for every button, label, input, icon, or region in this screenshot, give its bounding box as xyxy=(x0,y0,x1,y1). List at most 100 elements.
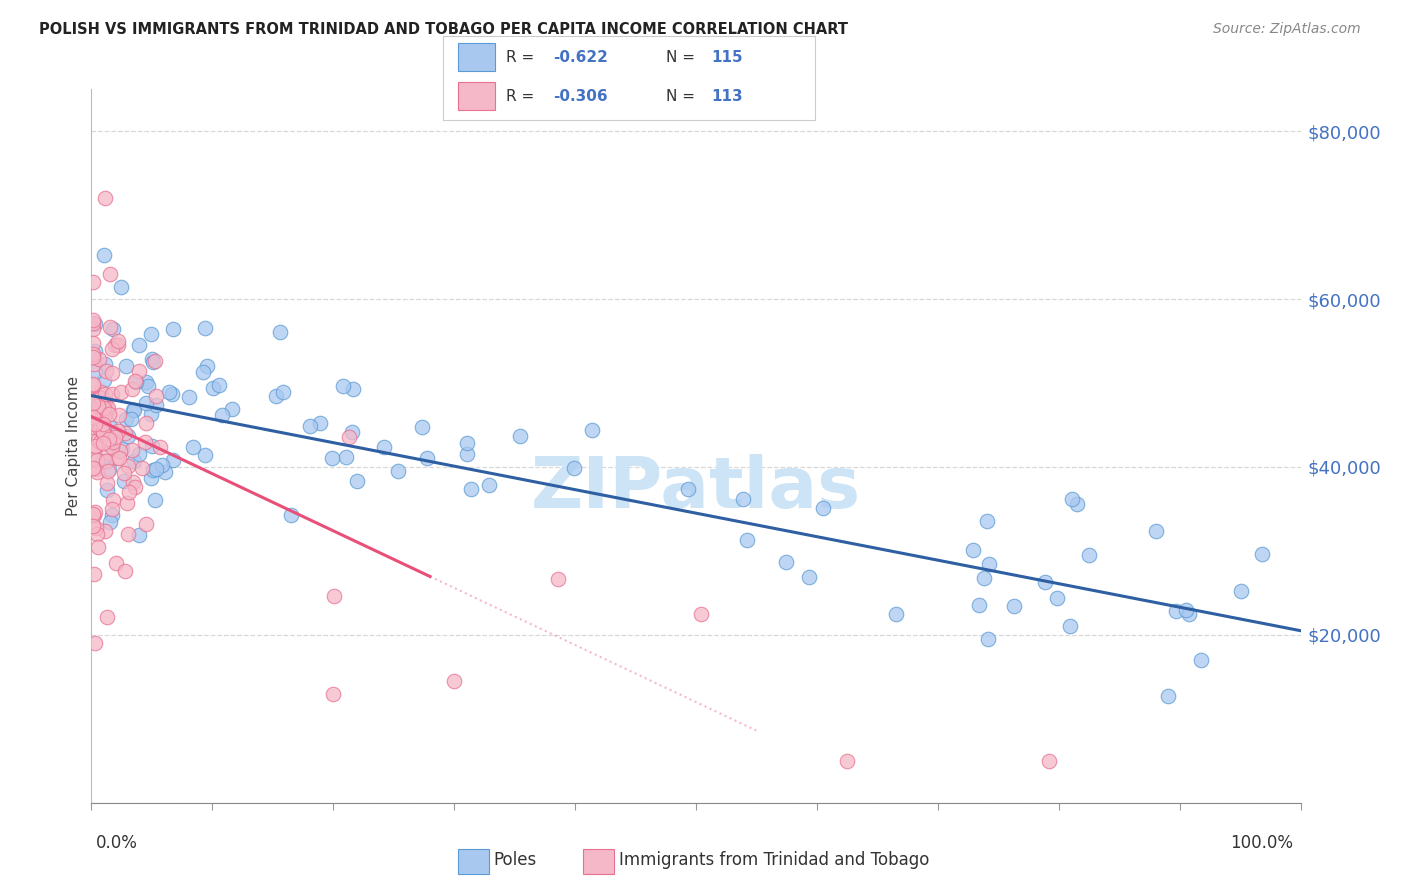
Point xyxy=(141,355,163,369)
Point xyxy=(82,313,104,327)
Point xyxy=(775,555,797,569)
Point xyxy=(82,321,104,335)
Point xyxy=(138,379,160,393)
Point xyxy=(86,452,108,467)
Point xyxy=(98,436,121,450)
Point xyxy=(280,508,302,522)
Point xyxy=(97,432,120,446)
Point xyxy=(105,450,128,465)
Point xyxy=(91,400,114,414)
Point xyxy=(264,388,287,402)
Point xyxy=(124,374,146,388)
Point xyxy=(322,687,344,701)
Point xyxy=(145,462,167,476)
Point xyxy=(162,321,184,335)
Point xyxy=(100,366,122,380)
Point xyxy=(143,492,166,507)
Point xyxy=(269,325,291,339)
Point xyxy=(128,338,150,352)
Point xyxy=(179,391,201,405)
Point xyxy=(83,508,105,522)
Text: Poles: Poles xyxy=(494,851,537,869)
Point xyxy=(101,425,124,440)
Point xyxy=(122,454,145,468)
Point xyxy=(100,502,122,516)
Point xyxy=(547,572,569,586)
Point xyxy=(202,381,225,395)
Point xyxy=(94,395,117,409)
Point xyxy=(195,359,218,374)
Point xyxy=(84,399,107,413)
Point xyxy=(114,565,136,579)
Point xyxy=(84,636,107,650)
Point xyxy=(1166,604,1188,618)
Point xyxy=(273,384,295,399)
Point xyxy=(83,567,105,582)
Point xyxy=(976,514,998,528)
Point xyxy=(84,344,107,359)
Point xyxy=(1189,653,1212,667)
Point xyxy=(93,410,115,425)
Point xyxy=(87,406,110,420)
Point xyxy=(93,248,115,262)
Point xyxy=(967,598,990,612)
Point xyxy=(82,275,104,289)
Point xyxy=(86,438,108,452)
Point xyxy=(82,461,104,475)
Point xyxy=(84,505,107,519)
Point xyxy=(82,350,104,364)
Point xyxy=(1059,619,1081,633)
Point xyxy=(89,417,111,432)
Point xyxy=(1178,607,1201,621)
Point xyxy=(110,442,132,456)
Point xyxy=(107,424,129,438)
Point xyxy=(1175,603,1198,617)
Point xyxy=(82,507,104,521)
Point xyxy=(91,435,114,450)
Y-axis label: Per Capita Income: Per Capita Income xyxy=(66,376,82,516)
Point xyxy=(89,411,111,425)
Point xyxy=(82,377,104,392)
Point xyxy=(84,317,107,331)
Point xyxy=(181,440,204,454)
Point xyxy=(96,483,118,497)
Point xyxy=(115,496,138,510)
Point xyxy=(1250,547,1272,561)
Point xyxy=(456,436,478,450)
Point xyxy=(135,375,157,389)
Point xyxy=(117,485,139,500)
Point xyxy=(1066,497,1088,511)
Point xyxy=(135,416,157,430)
Point xyxy=(678,483,700,497)
Point xyxy=(82,335,104,350)
Point xyxy=(97,407,120,421)
Point xyxy=(149,440,172,454)
Point xyxy=(150,458,173,472)
Text: POLISH VS IMMIGRANTS FROM TRINIDAD AND TOBAGO PER CAPITA INCOME CORRELATION CHAR: POLISH VS IMMIGRANTS FROM TRINIDAD AND T… xyxy=(39,22,848,37)
Point xyxy=(1038,754,1060,768)
Point xyxy=(90,385,112,400)
Point xyxy=(84,417,107,431)
Point xyxy=(1060,491,1083,506)
Bar xyxy=(458,82,495,111)
Text: R =: R = xyxy=(506,50,540,65)
Point xyxy=(977,557,1000,571)
Point xyxy=(1002,599,1025,613)
Text: N =: N = xyxy=(666,89,700,103)
Point xyxy=(962,543,984,558)
Point xyxy=(103,492,125,507)
Point xyxy=(93,191,115,205)
Point xyxy=(733,491,755,506)
Point xyxy=(101,440,124,454)
Text: Immigrants from Trinidad and Tobago: Immigrants from Trinidad and Tobago xyxy=(619,851,929,869)
Point xyxy=(416,450,439,465)
Point xyxy=(811,501,834,516)
Text: ZIPatlas: ZIPatlas xyxy=(531,454,860,524)
Point xyxy=(162,453,184,467)
Point xyxy=(90,412,112,426)
Point xyxy=(308,417,330,431)
Point xyxy=(208,377,231,392)
Point xyxy=(332,379,354,393)
Point xyxy=(117,458,139,473)
Point xyxy=(91,425,114,439)
